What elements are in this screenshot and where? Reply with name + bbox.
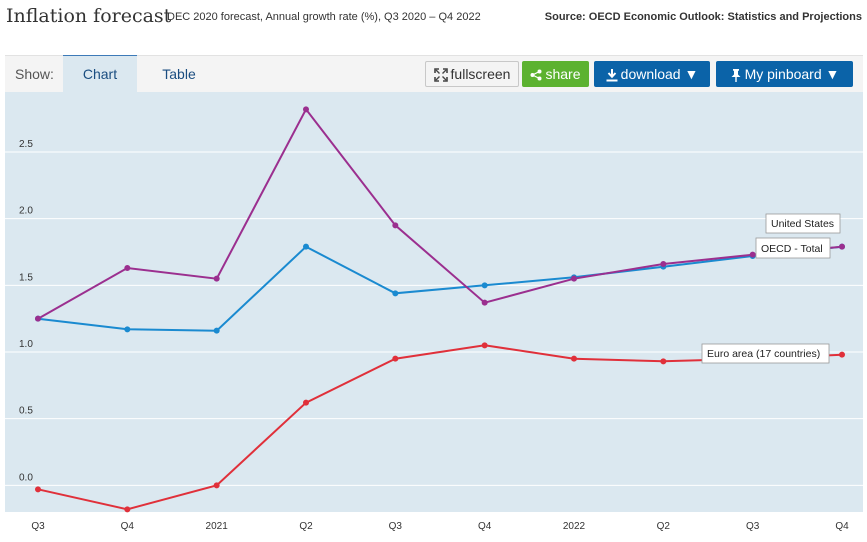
data-point[interactable] — [213, 327, 220, 334]
chart-subtitle: DEC 2020 forecast, Annual growth rate (%… — [167, 11, 481, 23]
chart-header: Inflation forecast DEC 2020 forecast, An… — [0, 0, 867, 34]
y-tick-label: 1.5 — [19, 272, 33, 283]
show-label: Show: — [15, 66, 54, 82]
data-point[interactable] — [124, 265, 131, 271]
y-tick-label: 0.5 — [19, 406, 33, 417]
page-title: Inflation forecast — [6, 5, 172, 27]
data-point[interactable] — [303, 106, 309, 113]
callout-oecd-label: OECD - Total — [761, 243, 823, 255]
y-tick-label: 1.0 — [19, 339, 33, 350]
x-tick-label: Q2 — [657, 521, 671, 532]
fullscreen-label: fullscreen — [450, 66, 511, 82]
y-tick-label: 2.5 — [19, 139, 33, 150]
data-point[interactable] — [303, 243, 309, 250]
fullscreen-icon — [433, 68, 448, 83]
tab-chart[interactable]: Chart — [63, 55, 137, 92]
data-point[interactable] — [392, 222, 399, 229]
series-line-1 — [37, 245, 843, 332]
data-point[interactable] — [481, 282, 488, 289]
data-point[interactable] — [839, 351, 845, 358]
series-line-0 — [37, 107, 843, 320]
data-point[interactable] — [749, 251, 756, 258]
x-tick-label: Q4 — [121, 521, 135, 532]
data-point[interactable] — [392, 355, 399, 362]
x-tick-label: Q3 — [31, 521, 45, 532]
tab-chart-label: Chart — [82, 66, 118, 82]
callout-euro-label: Euro area (17 countries) — [707, 348, 820, 360]
source-note: Source: OECD Economic Outlook: Statistic… — [544, 11, 862, 23]
x-tick-label: Q3 — [746, 521, 760, 532]
data-point[interactable] — [303, 399, 309, 406]
x-tick-label: Q4 — [835, 521, 849, 532]
data-point[interactable] — [35, 315, 41, 322]
download-icon — [606, 68, 618, 82]
share-label: share — [545, 66, 581, 82]
download-label: download ▼ — [620, 66, 699, 82]
data-point[interactable] — [124, 326, 131, 333]
x-tick-label: Q4 — [478, 521, 492, 532]
share-button[interactable]: share — [522, 61, 589, 87]
plot-background — [5, 92, 863, 512]
x-tick-label: Q2 — [299, 521, 313, 532]
share-icon — [530, 69, 542, 81]
callout-oecd-total: OECD - Total — [755, 237, 831, 259]
chart-area: 0.0 0.5 1.0 1.5 2.0 2.5 Q3 Q4 2021 Q2 Q3 Q4 2022 Q2 Q… — [5, 92, 863, 542]
tab-table[interactable]: Table — [139, 56, 219, 92]
y-tick-label: 0.0 — [19, 472, 33, 483]
chart-toolbar: Show: Chart Table fullscreen share downl… — [5, 55, 863, 92]
callout-united-states: United States — [765, 213, 841, 234]
pin-icon — [731, 69, 741, 83]
data-point[interactable] — [481, 299, 488, 306]
callout-us-label: United States — [771, 218, 834, 230]
data-point[interactable] — [660, 358, 667, 365]
line-chart: 0.0 0.5 1.0 1.5 2.0 2.5 Q3 Q4 2021 Q2 Q3 Q4 2022 Q2 Q… — [5, 92, 863, 532]
y-tick-label: 2.0 — [19, 206, 33, 217]
tab-table-label: Table — [162, 66, 196, 82]
data-point[interactable] — [213, 482, 220, 489]
data-point[interactable] — [660, 261, 667, 267]
download-button[interactable]: download ▼ — [594, 61, 710, 87]
data-point[interactable] — [571, 355, 577, 362]
data-point[interactable] — [392, 290, 399, 297]
pinboard-button[interactable]: My pinboard ▼ — [716, 61, 853, 87]
data-point[interactable] — [213, 275, 220, 282]
data-point[interactable] — [481, 342, 488, 349]
x-tick-label: Q3 — [389, 521, 403, 532]
data-point[interactable] — [35, 486, 41, 493]
callout-euro-area: Euro area (17 countries) — [701, 343, 830, 364]
pinboard-label: My pinboard ▼ — [744, 66, 840, 82]
data-point[interactable] — [839, 243, 845, 250]
data-point[interactable] — [124, 506, 131, 513]
x-tick-label: 2022 — [563, 521, 586, 532]
fullscreen-button[interactable]: fullscreen — [425, 61, 519, 87]
data-point[interactable] — [571, 275, 577, 282]
x-tick-label: 2021 — [206, 521, 229, 532]
